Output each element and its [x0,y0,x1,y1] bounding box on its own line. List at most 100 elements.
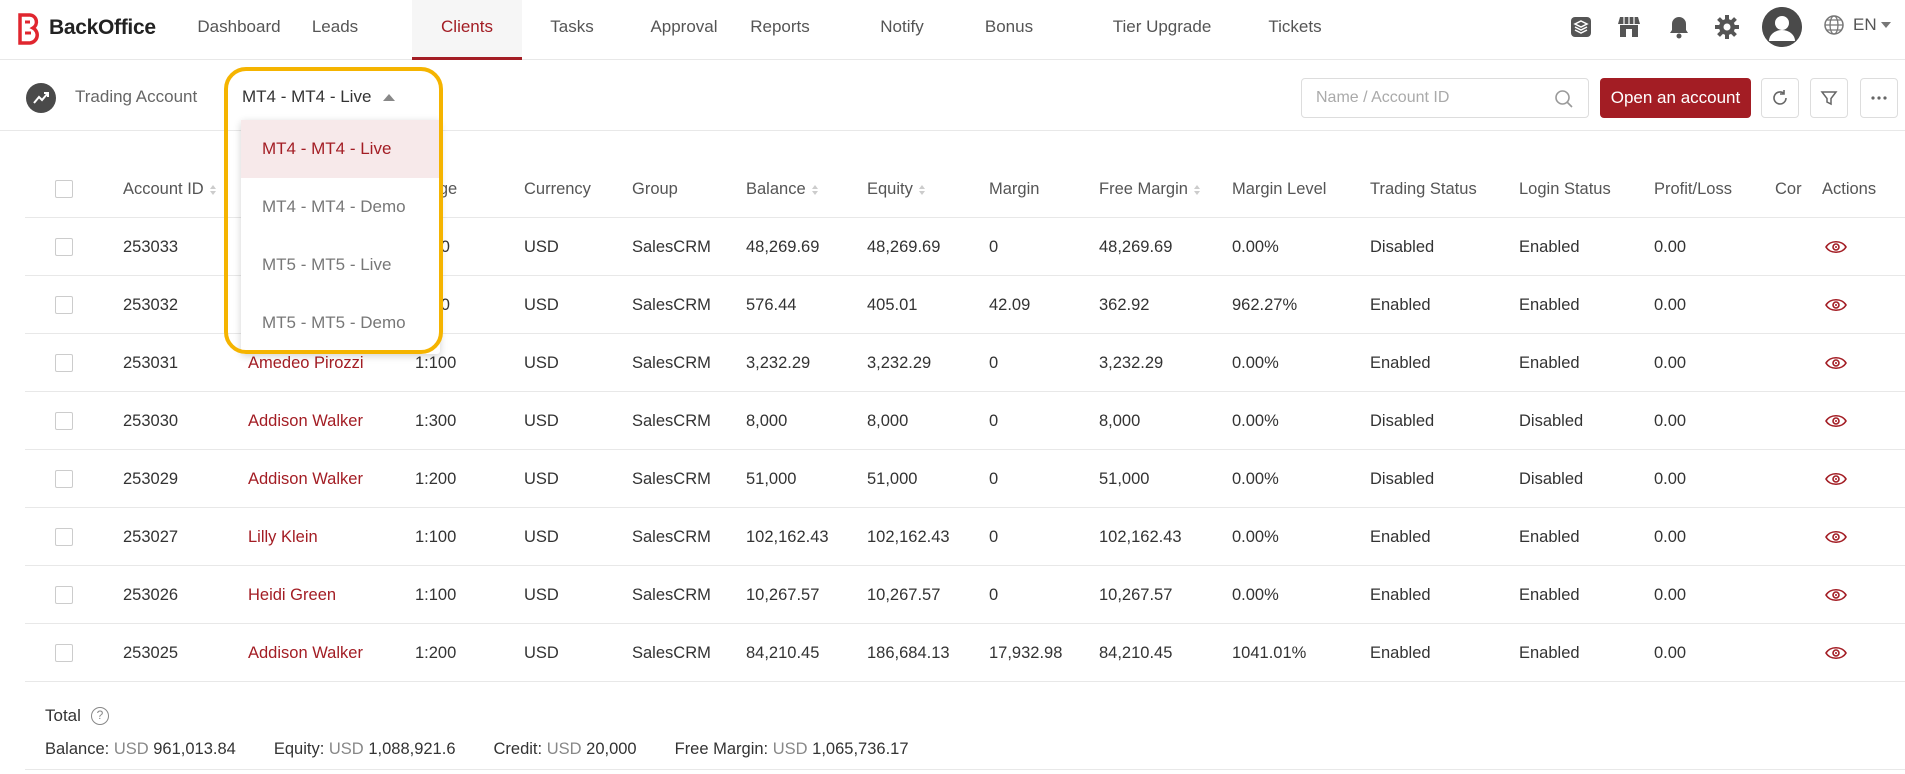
view-eye-icon[interactable] [1825,528,1847,546]
client-name-link[interactable]: Amedeo Pirozzi [248,354,364,372]
brand-name: BackOffice [49,16,156,39]
search-icon[interactable] [1554,89,1574,109]
view-eye-icon[interactable] [1825,586,1847,604]
total-balance: Balance: USD 961,013.84 [45,740,236,759]
search-input[interactable] [1302,79,1542,117]
margin-level-cell: 0.00% [1232,528,1279,546]
totals-summary: Balance: USD 961,013.84 Equity: USD 1,088… [45,740,947,759]
column-header-account-id[interactable]: Account ID [123,160,216,218]
account-id-cell: 253032 [123,296,179,314]
login-status-cell: Enabled [1519,586,1580,604]
row-checkbox[interactable] [55,354,73,372]
more-button[interactable] [1860,78,1898,118]
help-icon[interactable]: ? [90,707,109,725]
row-checkbox[interactable] [55,296,73,314]
column-header-profit-loss[interactable]: Profit/Loss [1654,180,1732,198]
nav-item-tier-upgrade[interactable]: Tier Upgrade [1112,17,1212,36]
row-checkbox[interactable] [55,238,73,256]
dropdown-option[interactable]: MT5 - MT5 - Live [262,255,392,274]
column-header-margin-level[interactable]: Margin Level [1232,180,1327,198]
column-header-cor[interactable]: Cor [1775,180,1802,198]
column-header-balance[interactable]: Balance [746,160,818,218]
profit-loss-cell: 0.00 [1654,586,1687,604]
nav-item-leads[interactable]: Leads [311,17,359,36]
column-header-login-status[interactable]: Login Status [1519,180,1611,198]
filter-icon [1820,91,1838,106]
equity-cell: 8,000 [867,412,909,430]
view-eye-icon[interactable] [1825,644,1847,662]
trending-up-icon [26,83,56,113]
row-checkbox[interactable] [55,644,73,662]
bell-icon[interactable] [1665,13,1693,41]
profit-loss-cell: 0.00 [1654,644,1687,662]
column-header-trading-status[interactable]: Trading Status [1370,180,1477,198]
nav-item-tasks[interactable]: Tasks [550,17,594,36]
trading-status-cell: Disabled [1370,238,1435,256]
trading-status-cell: Enabled [1370,354,1431,372]
margin-level-cell: 962.27% [1232,296,1298,314]
login-status-cell: Enabled [1519,296,1580,314]
column-header-group[interactable]: Group [632,180,678,198]
total-free-margin: Free Margin: USD 1,065,736.17 [675,740,909,759]
leverage-cell: 1:100 [415,528,457,546]
row-checkbox[interactable] [55,412,73,430]
column-header-free-margin[interactable]: Free Margin [1099,160,1200,218]
account-id-cell: 253029 [123,470,179,488]
nav-item-dashboard[interactable]: Dashboard [197,17,281,36]
logo[interactable]: BackOffice [14,10,156,46]
profit-loss-cell: 0.00 [1654,412,1687,430]
margin-cell: 0 [989,586,999,604]
account-id-cell: 253026 [123,586,179,604]
client-name-link[interactable]: Addison Walker [248,470,363,488]
balance-cell: 84,210.45 [746,644,820,662]
open-account-button[interactable]: Open an account [1600,78,1751,118]
client-name-link[interactable]: Addison Walker [248,412,363,430]
view-eye-icon[interactable] [1825,238,1847,256]
total-item-currency: USD [772,740,808,758]
row-checkbox[interactable] [55,470,73,488]
dropdown-option[interactable]: MT4 - MT4 - Demo [262,197,406,216]
client-name-link[interactable]: Heidi Green [248,586,337,604]
row-checkbox[interactable] [55,586,73,604]
balance-cell: 10,267.57 [746,586,820,604]
client-name-link[interactable]: Lilly Klein [248,528,318,546]
refresh-icon [1773,90,1787,105]
currency-cell: USD [524,470,559,488]
column-header-equity[interactable]: Equity [867,160,925,218]
nav-item-notify[interactable]: Notify [880,17,924,36]
client-name-link[interactable]: Addison Walker [248,644,363,662]
account-type-value: MT4 - MT4 - Live [242,87,372,106]
nav-item-reports[interactable]: Reports [750,17,810,36]
avatar[interactable] [1762,7,1802,47]
select-all-checkbox[interactable] [55,180,73,198]
equity-cell: 102,162.43 [867,528,950,546]
profit-loss-cell: 0.00 [1654,354,1687,372]
account-type-select[interactable]: MT4 - MT4 - Live [242,87,396,107]
currency-cell: USD [524,354,559,372]
refresh-button[interactable] [1761,78,1799,118]
language-label: EN [1853,15,1877,34]
group-cell: SalesCRM [632,296,711,314]
login-status-cell: Disabled [1519,470,1584,488]
view-eye-icon[interactable] [1825,470,1847,488]
filter-button[interactable] [1810,78,1848,118]
column-header-margin[interactable]: Margin [989,180,1040,198]
total-item-currency: USD [546,740,582,758]
gear-icon[interactable] [1713,13,1741,41]
nav-item-tickets[interactable]: Tickets [1268,17,1322,36]
leverage-cell: 1:200 [415,644,457,662]
dropdown-option[interactable]: MT5 - MT5 - Demo [262,313,406,332]
row-checkbox[interactable] [55,528,73,546]
total-item-value: 961,013.84 [153,740,236,758]
layers-icon[interactable] [1567,13,1595,41]
nav-item-clients[interactable]: Clients [412,0,522,60]
language-selector[interactable]: EN [1823,14,1891,36]
view-eye-icon[interactable] [1825,354,1847,372]
nav-item-approval[interactable]: Approval [650,17,718,36]
dropdown-option[interactable]: MT4 - MT4 - Live [241,120,440,178]
view-eye-icon[interactable] [1825,412,1847,430]
column-header-currency[interactable]: Currency [524,180,591,198]
view-eye-icon[interactable] [1825,296,1847,314]
store-icon[interactable] [1615,13,1643,41]
nav-item-bonus[interactable]: Bonus [984,17,1034,36]
